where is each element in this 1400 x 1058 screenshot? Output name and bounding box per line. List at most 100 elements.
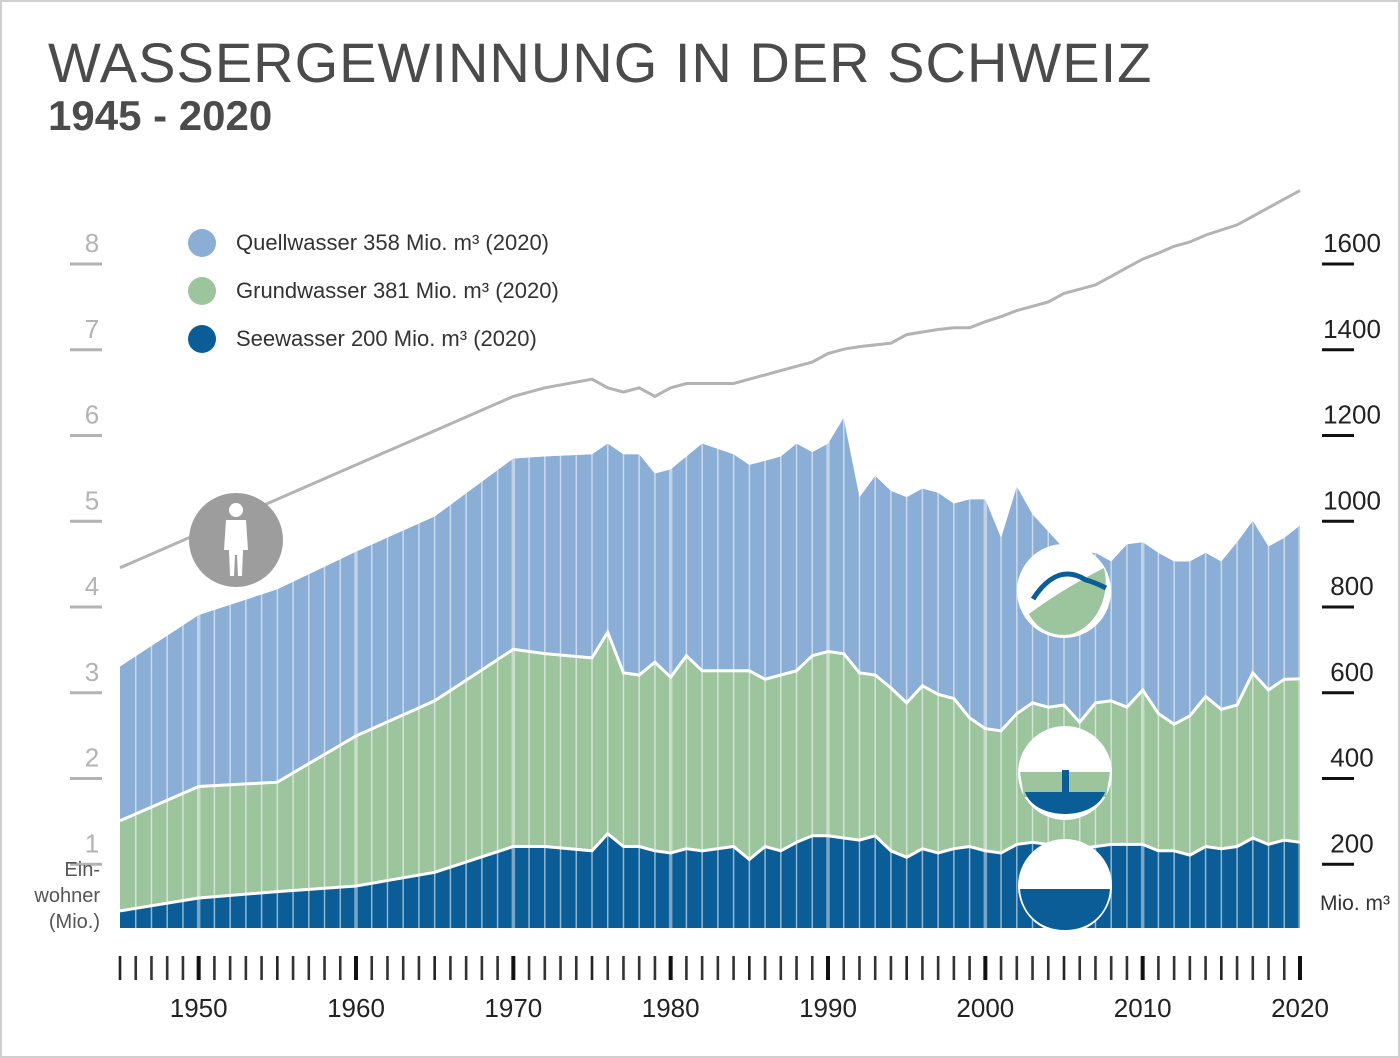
x-axis-tick bbox=[244, 956, 248, 980]
groundwater-icon-pipe bbox=[1062, 770, 1069, 795]
x-axis-tick bbox=[653, 956, 657, 980]
x-axis-tick bbox=[165, 956, 169, 980]
x-axis-tick bbox=[1031, 956, 1034, 980]
x-axis-tick bbox=[1298, 956, 1302, 980]
x-axis-tick bbox=[449, 956, 452, 980]
x-axis-tick bbox=[417, 956, 421, 980]
right-axis-tick-label: 200 bbox=[1330, 828, 1373, 858]
x-axis-tick bbox=[228, 956, 232, 980]
x-axis-tick bbox=[763, 956, 767, 980]
x-axis-tick bbox=[1062, 956, 1066, 980]
x-axis-tick bbox=[810, 956, 814, 980]
x-axis-tick bbox=[480, 956, 484, 980]
x-axis-tick bbox=[1220, 956, 1223, 980]
x-axis-tick bbox=[276, 956, 279, 980]
x-axis-tick bbox=[1282, 956, 1286, 980]
x-axis-tick bbox=[574, 956, 578, 980]
x-axis-tick bbox=[700, 956, 704, 980]
legend-item-quellwasser: Quellwasser 358 Mio. m³ (2020) bbox=[188, 228, 549, 258]
boundary-grundwasser bbox=[119, 628, 1301, 823]
x-axis-tick bbox=[213, 956, 216, 980]
legend-swatch-quellwasser bbox=[188, 229, 216, 257]
x-axis-tick bbox=[622, 956, 625, 980]
legend-swatch-seewasser bbox=[188, 325, 216, 353]
x-axis-tick bbox=[1172, 956, 1176, 980]
x-axis-tick bbox=[386, 956, 389, 980]
person-icon-body bbox=[224, 520, 248, 576]
legend-label-quellwasser: Quellwasser 358 Mio. m³ (2020) bbox=[236, 230, 550, 255]
x-axis-tick bbox=[1267, 956, 1270, 980]
x-axis-tick-label: 2020 bbox=[1271, 993, 1329, 1023]
lake-icon-water bbox=[1020, 889, 1110, 930]
x-axis-tick bbox=[323, 956, 326, 980]
right-axis-tick-label: 1400 bbox=[1323, 314, 1381, 344]
x-axis-tick bbox=[1140, 956, 1145, 980]
right-axis-tick-label: 1200 bbox=[1323, 400, 1381, 430]
x-axis-tick-label: 1950 bbox=[170, 993, 228, 1023]
x-axis-tick bbox=[291, 956, 295, 980]
x-axis-tick bbox=[590, 956, 594, 980]
x-axis-tick bbox=[1015, 956, 1019, 980]
x-axis-tick bbox=[1188, 956, 1192, 980]
x-axis-tick bbox=[999, 956, 1003, 980]
x-axis-tick bbox=[889, 956, 893, 980]
x-axis-tick bbox=[983, 956, 988, 980]
x-axis-tick-label: 1990 bbox=[799, 993, 857, 1023]
x-axis-tick bbox=[795, 956, 798, 980]
x-axis-tick bbox=[905, 956, 908, 980]
x-axis-tick bbox=[338, 956, 342, 980]
x-axis-tick bbox=[732, 956, 735, 980]
x-axis-tick bbox=[873, 956, 877, 980]
x-axis-tick bbox=[401, 956, 405, 980]
x-axis-tick bbox=[150, 956, 153, 980]
x-axis-tick bbox=[1078, 956, 1082, 980]
groundwater-icon bbox=[1018, 726, 1112, 820]
area-top-mask bbox=[120, 212, 1300, 667]
x-axis-tick bbox=[826, 956, 830, 980]
x-axis-tick bbox=[260, 956, 263, 980]
right-axis-tick-label: 400 bbox=[1330, 743, 1373, 773]
x-axis-tick bbox=[543, 956, 547, 980]
x-axis-tick bbox=[606, 956, 610, 980]
x-axis-tick bbox=[307, 956, 311, 980]
x-axis-tick bbox=[921, 956, 924, 980]
left-axis-tick-label: 8 bbox=[85, 228, 99, 258]
legend-label-seewasser: Seewasser 200 Mio. m³ (2020) bbox=[236, 326, 537, 351]
right-axis-tick-label: 1600 bbox=[1323, 228, 1381, 258]
spring-icon-hill bbox=[1029, 568, 1106, 635]
legend-label-grundwasser: Grundwasser 381 Mio. m³ (2020) bbox=[236, 278, 559, 303]
x-axis-tick bbox=[1109, 956, 1113, 980]
x-axis-tick-label: 1970 bbox=[484, 993, 542, 1023]
x-axis-tick bbox=[196, 956, 201, 980]
population-line bbox=[119, 189, 1301, 570]
legend-item-seewasser: Seewasser 200 Mio. m³ (2020) bbox=[188, 324, 537, 354]
x-axis-tick bbox=[433, 956, 436, 980]
left-axis-tick-label: 2 bbox=[85, 743, 99, 773]
x-axis-tick bbox=[370, 956, 374, 980]
left-axis-label: Ein- wohner (Mio.) bbox=[34, 859, 100, 933]
x-axis-tick bbox=[1157, 956, 1160, 980]
x-axis-tick bbox=[952, 956, 956, 980]
x-axis-tick bbox=[668, 956, 673, 980]
left-axis-tick-label: 6 bbox=[85, 400, 99, 430]
left-axis-tick-label: 4 bbox=[85, 571, 99, 601]
x-axis-tick bbox=[181, 956, 185, 980]
x-axis-tick bbox=[496, 956, 499, 980]
x-axis-tick bbox=[637, 956, 641, 980]
boundary-seewasser bbox=[119, 831, 1301, 913]
x-axis-tick bbox=[779, 956, 783, 980]
x-axis-tick bbox=[511, 956, 516, 980]
legend-item-grundwasser: Grundwasser 381 Mio. m³ (2020) bbox=[188, 276, 559, 306]
right-axis-label: Mio. m³ bbox=[1320, 892, 1390, 915]
x-axis-tick bbox=[1204, 956, 1207, 980]
person-icon-head bbox=[229, 503, 243, 517]
spring-icon-flow bbox=[1030, 571, 1108, 601]
chart-subtitle: 1945 - 2020 bbox=[48, 92, 273, 139]
x-axis-tick bbox=[1235, 956, 1239, 980]
spring-water-icon bbox=[1017, 544, 1111, 638]
area-seewasser bbox=[120, 833, 1300, 928]
x-axis-tick bbox=[1125, 956, 1129, 980]
x-axis-tick bbox=[354, 956, 358, 980]
right-axis-tick-label: 600 bbox=[1330, 657, 1373, 687]
